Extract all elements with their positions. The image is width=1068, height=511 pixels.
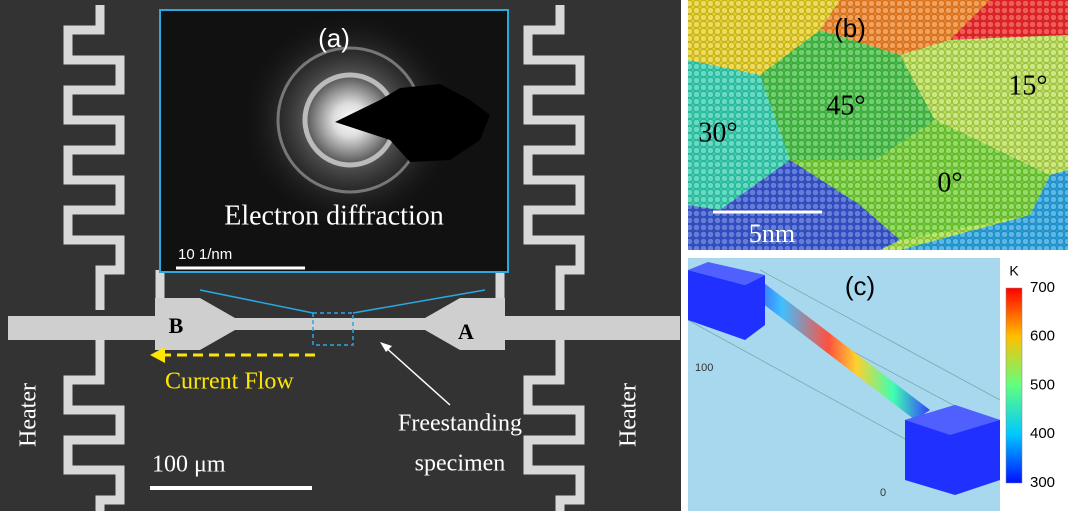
colorbar [1006,288,1022,483]
panel-label: (c) [845,271,875,301]
panel-label: (a) [318,23,350,53]
grain-angle: 30° [698,117,737,148]
end-label: B [169,313,184,338]
colorbar-unit: K [1009,263,1019,279]
colorbar-tick-label: 500 [1030,376,1055,393]
grain-angle: 45° [826,90,865,121]
axis-label: 100 [695,362,713,374]
scale-label: 100 μm [152,452,226,478]
inset-title: Electron diffraction [224,200,444,231]
heater-label: Heater [16,383,42,447]
colorbar-tick-label: 600 [1030,328,1055,345]
specimen-label: Freestanding [398,411,522,437]
current-label: Current Flow [165,369,294,395]
axis-label: 0 [880,487,886,499]
colorbar-tick-label: 400 [1030,425,1055,442]
heater-label: Heater [616,383,642,447]
inset-scale-label: 10 1/nm [178,246,232,263]
colorbar-tick-label: 700 [1030,279,1055,296]
grain-angle: 15° [1008,70,1047,101]
panel-label: (b) [834,13,866,43]
end-label: A [458,319,474,344]
specimen-label: specimen [415,451,506,477]
scale-label: 5nm [749,219,795,248]
colorbar-tick-label: 300 [1030,474,1055,491]
figure: (a) Electron diffraction 10 1/nm B A Cur… [0,0,1068,511]
grain-angle: 0° [937,167,962,198]
